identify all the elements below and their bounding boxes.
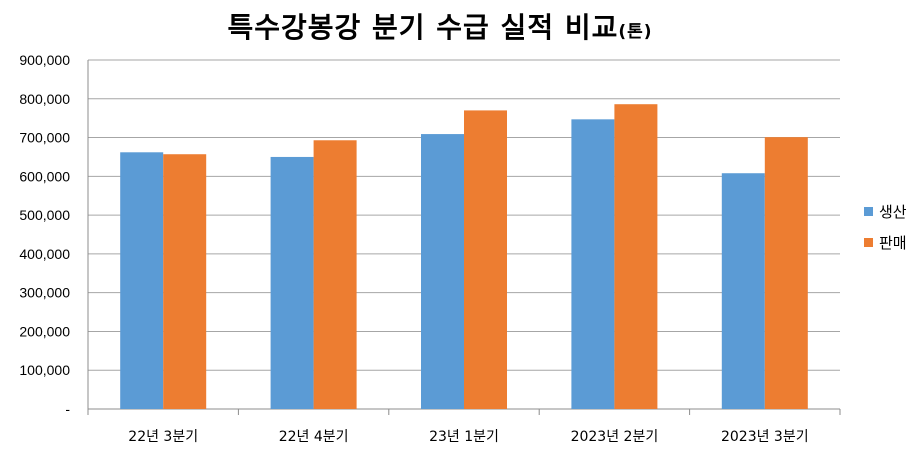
legend-label: 생산 xyxy=(879,203,907,221)
bar-생산-3 xyxy=(571,119,615,409)
y-tick-label: 900,000 xyxy=(19,52,70,68)
y-tick-label: - xyxy=(65,401,70,417)
bar-판매-1 xyxy=(313,140,357,409)
y-tick-label: 200,000 xyxy=(19,323,70,339)
bar-판매-4 xyxy=(764,137,808,409)
legend-swatch xyxy=(864,207,873,216)
bar-생산-4 xyxy=(721,173,765,409)
y-tick-label: 400,000 xyxy=(19,246,70,262)
y-tick-label: 300,000 xyxy=(19,285,70,301)
y-tick-label: 700,000 xyxy=(19,130,70,146)
x-tick-label: 23년 1분기 xyxy=(429,429,499,445)
y-tick-label: 500,000 xyxy=(19,207,70,223)
chart-title: 특수강봉강 분기 수급 실적 비교(톤) xyxy=(0,6,880,46)
bar-생산-2 xyxy=(421,134,464,409)
bar-판매-2 xyxy=(464,110,507,410)
legend-label: 판매 xyxy=(879,234,907,252)
legend-swatch xyxy=(864,238,873,247)
chart-title-text: 특수강봉강 분기 수급 실적 비교 xyxy=(227,11,619,44)
bar-생산-1 xyxy=(270,156,314,409)
x-tick-label: 22년 3분기 xyxy=(128,429,198,445)
y-tick-label: 100,000 xyxy=(19,362,70,378)
bar-판매-0 xyxy=(163,154,207,409)
y-tick-label: 800,000 xyxy=(19,91,70,107)
x-tick-label: 22년 4분기 xyxy=(279,429,349,445)
x-tick-label: 2023년 3분기 xyxy=(721,429,809,445)
y-tick-label: 600,000 xyxy=(19,168,70,184)
chart-title-unit: (톤) xyxy=(618,22,653,42)
x-tick-label: 2023년 2분기 xyxy=(571,429,659,445)
bar-판매-3 xyxy=(614,104,658,409)
bar-생산-0 xyxy=(120,152,164,409)
